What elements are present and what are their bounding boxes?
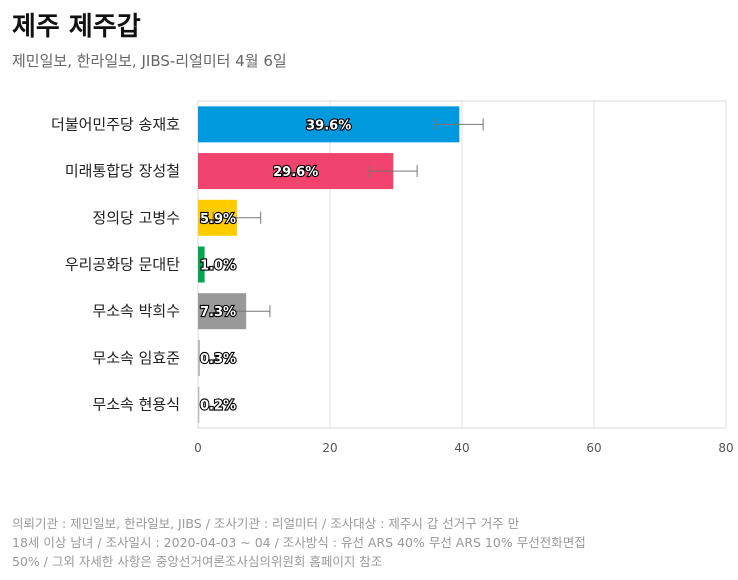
value-label: 1.0% (200, 259, 236, 274)
bar (198, 386, 200, 423)
x-tick-label: 80 (718, 441, 733, 455)
value-label: 39.6% (306, 118, 351, 133)
bar (198, 339, 200, 376)
x-tick-label: 40 (454, 441, 469, 455)
category-label: 미래통합당 장성철 (65, 162, 180, 180)
chart-title: 제주 제주갑 (12, 12, 141, 42)
category-label: 더불어민주당 송재호 (51, 115, 180, 133)
x-tick-label: 20 (322, 441, 337, 455)
bar-chart: 0 20 40 60 80 더불어민주당 송재호 39.6% 미래통합당 장성철 29.6% 정의… (51, 100, 734, 455)
category-label: 무소속 임효준 (92, 349, 180, 367)
value-label: 5.9% (200, 212, 236, 227)
bar (198, 246, 205, 283)
footnote-line: 18세 이상 남녀 / 조사일시 : 2020-04-03 ~ 04 / 조사방… (12, 535, 586, 550)
footnote-line: 50% / 그외 자세한 사항은 중앙선거여론조사심의위원회 홈페이지 참조 (12, 554, 383, 569)
bar (198, 153, 394, 190)
value-label: 29.6% (273, 165, 318, 180)
bar (198, 106, 460, 143)
chart-subtitle: 제민일보, 한라일보, JIBS-리얼미터 4월 6일 (12, 52, 287, 70)
x-tick-label: 0 (194, 441, 202, 455)
footnote-line: 의뢰기관 : 제민일보, 한라일보, JIBS / 조사기관 : 리얼미터 / … (12, 516, 520, 531)
category-label: 우리공화당 문대탄 (65, 256, 180, 274)
value-label: 0.3% (200, 352, 236, 367)
category-label: 정의당 고병수 (92, 209, 180, 227)
footnote: 의뢰기관 : 제민일보, 한라일보, JIBS / 조사기관 : 리얼미터 / … (12, 514, 728, 571)
category-label: 무소속 박희수 (92, 302, 180, 320)
value-label: 7.3% (200, 305, 236, 320)
x-tick-label: 60 (586, 441, 601, 455)
category-label: 무소속 현용식 (92, 396, 180, 414)
value-label: 0.2% (200, 399, 236, 414)
